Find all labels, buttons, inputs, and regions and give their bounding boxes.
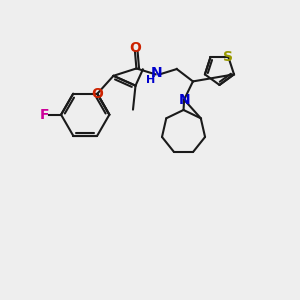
Text: O: O bbox=[92, 87, 103, 101]
Text: O: O bbox=[130, 40, 142, 55]
Text: N: N bbox=[151, 67, 162, 80]
Text: H: H bbox=[146, 75, 155, 85]
Text: S: S bbox=[224, 50, 233, 64]
Text: N: N bbox=[178, 93, 190, 107]
Text: F: F bbox=[40, 108, 50, 122]
